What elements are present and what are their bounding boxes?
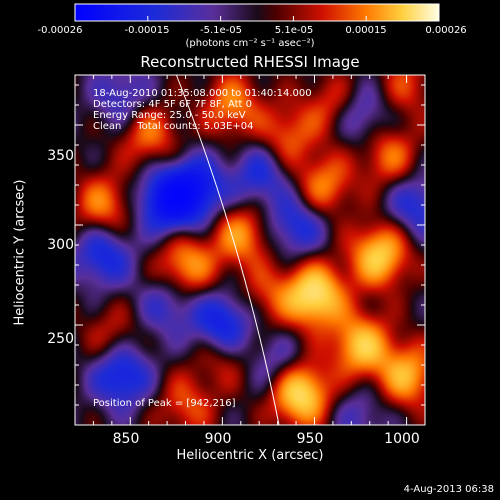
colorbar-tick-label: 5.1e-05: [274, 25, 314, 36]
annotation-detectors: Detectors: 4F 5F 6F 7F 8F, Att 0: [93, 99, 253, 110]
colorbar-tick-label: 0.00015: [345, 25, 387, 36]
solar-limb-line: [175, 74, 280, 426]
y-axis-label: Heliocentric Y (arcsec): [12, 179, 28, 326]
plot-frame: [74, 74, 426, 426]
colorbar-ticks: [74, 16, 440, 21]
y-tick-label: 350: [47, 148, 74, 164]
colorbar-tick-label: -5.1e-05: [200, 25, 242, 36]
footer-timestamp: 4-Aug-2013 06:38: [403, 484, 494, 495]
colorbar: [74, 3, 440, 22]
chart-title: Reconstructed RHESSI Image: [140, 53, 360, 71]
colorbar-tick-label: 0.00026: [425, 25, 467, 36]
axis-ticks: [74, 75, 426, 426]
x-tick-label: 1000: [384, 431, 420, 447]
y-tick-label: 300: [47, 237, 74, 253]
y-tick-label: 250: [47, 331, 74, 347]
colorbar-tick-label: -0.00015: [124, 25, 170, 36]
x-tick-label: 850: [112, 431, 140, 447]
annotation-time: 18-Aug-2010 01:35:08.000 to 01:40:14.000: [93, 88, 312, 99]
x-tick-label: 900: [204, 431, 232, 447]
heatmap-image: [75, 75, 425, 425]
annotation-energy: Energy Range: 25.0 - 50.0 keV: [93, 110, 246, 121]
annotation-method: Clean Total counts: 5.03E+04: [93, 121, 254, 132]
x-axis-label: Heliocentric X (arcsec): [176, 448, 324, 463]
x-tick-label: 950: [296, 431, 324, 447]
colorbar-tick-label: -0.00026: [37, 25, 83, 36]
annotation-peak: Position of Peak = [942,216]: [93, 398, 236, 409]
colorbar-unit: (photons cm⁻² s⁻¹ asec⁻²): [185, 38, 315, 49]
